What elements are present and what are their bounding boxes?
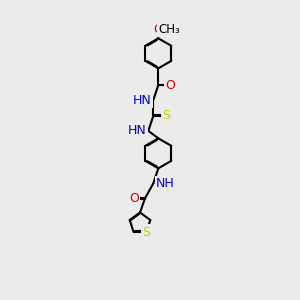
- Text: HN: HN: [133, 94, 152, 106]
- Text: CH₃: CH₃: [158, 23, 180, 36]
- Text: O: O: [129, 192, 139, 205]
- Text: O: O: [153, 23, 163, 36]
- Text: NH: NH: [156, 177, 175, 190]
- Text: HN: HN: [128, 124, 147, 137]
- Text: S: S: [142, 226, 150, 238]
- Text: O: O: [165, 79, 175, 92]
- Text: S: S: [162, 109, 170, 122]
